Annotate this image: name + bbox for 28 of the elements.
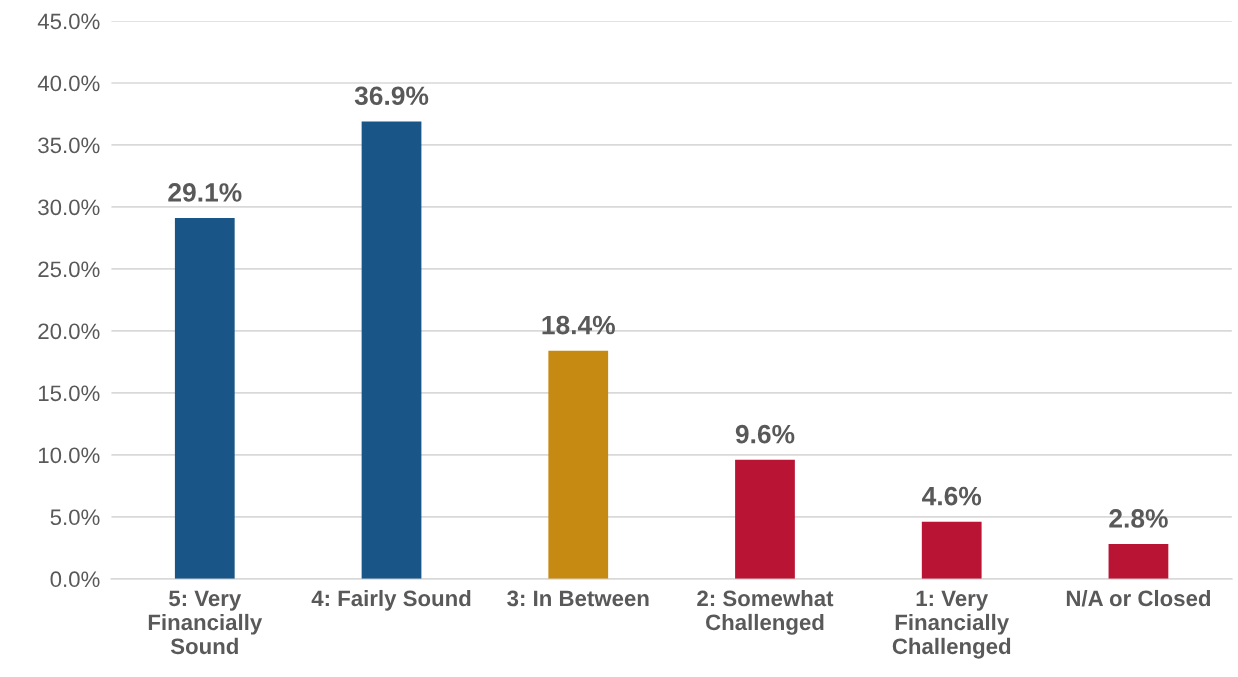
y-tick-label: 25.0% [38,261,100,278]
x-tick-label: 4: Fairly Sound [311,589,471,611]
y-tick-label: 30.0% [38,199,100,216]
bar [361,121,422,579]
data-label: 2.8% [1109,509,1168,528]
y-tick-label: 15.0% [39,385,100,402]
x-tick-label: 1: Very Financially Challenged [892,590,1011,659]
bar [735,459,795,579]
data-label: 18.4% [542,315,615,335]
x-tick-label: 2: Somewhat Challenged [697,589,834,635]
y-tick-label: 10.0% [39,447,100,464]
data-label: 36.9% [354,86,429,106]
x-tick-label: 3: In Between [507,590,649,607]
data-label: 4.6% [922,486,982,506]
data-label: 29.1% [168,183,242,202]
data-label: 9.6% [735,424,795,444]
y-tick-label: 35.0% [38,137,100,154]
bar [174,218,235,579]
x-tick-label: N/A or Closed [1066,589,1211,607]
bar [1108,544,1169,579]
bar [548,350,609,579]
y-tick-label: 20.0% [38,323,100,340]
y-tick-label: 5.0% [50,509,100,526]
y-tick-label: 0.0% [50,571,100,588]
y-tick-label: 45.0% [37,13,100,30]
bar [921,521,982,579]
y-tick-label: 40.0% [37,75,100,92]
x-tick-label: 5: Very Financially Sound [148,590,263,655]
